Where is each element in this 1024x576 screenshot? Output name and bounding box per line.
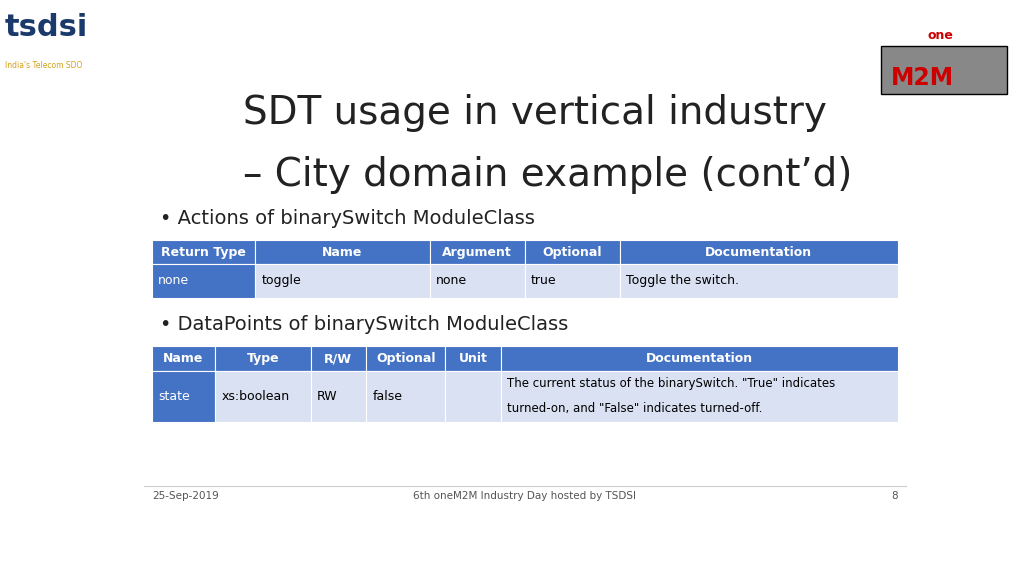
Text: false: false xyxy=(373,390,402,403)
Text: R/W: R/W xyxy=(325,352,352,365)
Text: Return Type: Return Type xyxy=(161,245,246,259)
FancyBboxPatch shape xyxy=(524,240,620,264)
FancyBboxPatch shape xyxy=(524,264,620,298)
Text: Unit: Unit xyxy=(459,352,487,365)
Text: xs:boolean: xs:boolean xyxy=(221,390,290,403)
Text: toggle: toggle xyxy=(261,274,301,287)
FancyBboxPatch shape xyxy=(620,240,898,264)
Text: turned-on, and "False" indicates turned-off.: turned-on, and "False" indicates turned-… xyxy=(507,403,763,415)
Text: 8: 8 xyxy=(891,491,898,501)
Text: SDT usage in vertical industry: SDT usage in vertical industry xyxy=(243,93,827,131)
Text: Optional: Optional xyxy=(543,245,602,259)
Text: Name: Name xyxy=(164,352,204,365)
FancyBboxPatch shape xyxy=(310,346,367,371)
Text: Documentation: Documentation xyxy=(646,352,753,365)
FancyBboxPatch shape xyxy=(215,371,310,422)
FancyBboxPatch shape xyxy=(430,240,524,264)
Text: 25-Sep-2019: 25-Sep-2019 xyxy=(152,491,218,501)
Text: Type: Type xyxy=(247,352,280,365)
Text: none: none xyxy=(158,274,189,287)
FancyBboxPatch shape xyxy=(255,264,430,298)
Text: • DataPoints of binarySwitch ModuleClass: • DataPoints of binarySwitch ModuleClass xyxy=(160,315,568,334)
Text: Toggle the switch.: Toggle the switch. xyxy=(627,274,739,287)
Text: M2M: M2M xyxy=(891,66,954,90)
Text: Documentation: Documentation xyxy=(706,245,812,259)
Text: – City domain example (cont’d): – City domain example (cont’d) xyxy=(243,156,852,194)
FancyBboxPatch shape xyxy=(152,346,215,371)
Text: India's Telecom SDO: India's Telecom SDO xyxy=(5,60,83,70)
FancyBboxPatch shape xyxy=(367,346,445,371)
Text: Optional: Optional xyxy=(376,352,435,365)
Text: The current status of the binarySwitch. "True" indicates: The current status of the binarySwitch. … xyxy=(507,377,836,390)
Text: 6th oneM2M Industry Day hosted by TSDSI: 6th oneM2M Industry Day hosted by TSDSI xyxy=(414,491,636,501)
FancyBboxPatch shape xyxy=(620,264,898,298)
Text: RW: RW xyxy=(316,390,338,403)
Text: state: state xyxy=(158,390,189,403)
Text: true: true xyxy=(531,274,557,287)
FancyBboxPatch shape xyxy=(152,240,255,264)
FancyBboxPatch shape xyxy=(152,264,255,298)
FancyBboxPatch shape xyxy=(445,346,501,371)
FancyBboxPatch shape xyxy=(215,346,310,371)
FancyBboxPatch shape xyxy=(367,371,445,422)
FancyBboxPatch shape xyxy=(430,264,524,298)
Text: Name: Name xyxy=(323,245,362,259)
FancyBboxPatch shape xyxy=(152,371,215,422)
Text: none: none xyxy=(436,274,467,287)
Text: Argument: Argument xyxy=(442,245,512,259)
FancyBboxPatch shape xyxy=(310,371,367,422)
FancyBboxPatch shape xyxy=(501,346,898,371)
Text: one: one xyxy=(928,29,953,42)
FancyBboxPatch shape xyxy=(445,371,501,422)
FancyBboxPatch shape xyxy=(255,240,430,264)
Text: tsdsi: tsdsi xyxy=(5,13,88,41)
Text: • Actions of binarySwitch ModuleClass: • Actions of binarySwitch ModuleClass xyxy=(160,209,535,228)
FancyBboxPatch shape xyxy=(881,46,1008,94)
FancyBboxPatch shape xyxy=(501,371,898,422)
